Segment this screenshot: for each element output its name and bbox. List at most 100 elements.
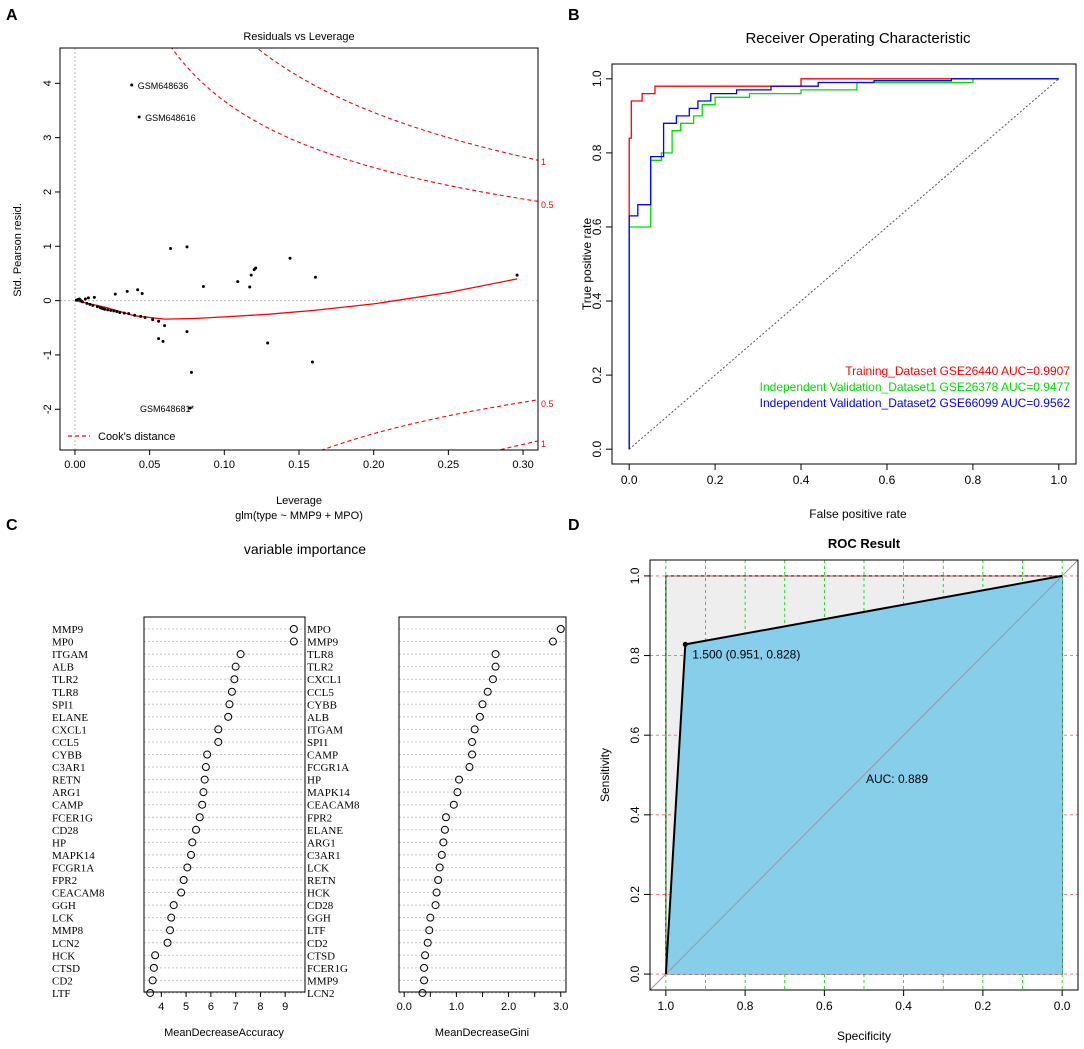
variable-label: ELANE — [52, 712, 88, 724]
data-point — [127, 312, 131, 316]
cook-label-0.5-top: 0.5 — [541, 200, 554, 210]
data-point — [80, 300, 84, 304]
legend-cooks-distance-label: Cook's distance — [98, 431, 175, 443]
variable-label: LTF — [52, 988, 71, 1000]
variable-label: TLR2 — [307, 662, 333, 674]
data-point — [185, 330, 189, 334]
importance-point — [437, 850, 446, 859]
x-tick-label: 0.00 — [64, 459, 85, 471]
threshold-label: 1.500 (0.951, 0.828) — [692, 647, 800, 661]
variable-label: C3AR1 — [52, 762, 86, 774]
data-point — [157, 319, 161, 323]
panel-c-gini-plot: MPOMMP9TLR8TLR2CXCL1CCL5CYBBALBITGAMSPI1… — [307, 616, 568, 1013]
data-point — [254, 266, 258, 270]
variable-label: LCK — [307, 862, 329, 874]
data-point — [106, 308, 110, 312]
cook-curve-1 — [171, 48, 538, 202]
importance-point — [453, 788, 462, 797]
roc-series-3 — [628, 78, 1059, 450]
auc-label: AUC: 0.889 — [866, 772, 928, 786]
data-point — [515, 273, 519, 277]
panel-b: Receiver Operating Characteristic 0.00.0… — [580, 30, 1077, 521]
y-tick-label: -2 — [42, 404, 54, 414]
x-tick-label: 0.8 — [965, 473, 982, 487]
y-tick-label: 1 — [42, 243, 54, 249]
importance-point — [423, 938, 432, 947]
roc-series-2 — [628, 78, 1059, 450]
data-point — [83, 297, 87, 301]
data-point — [112, 309, 116, 313]
x-tick-label: 4 — [158, 1001, 164, 1013]
data-point — [86, 296, 90, 300]
x-tick-label: 0.4 — [895, 999, 912, 1013]
panel-b-xlabel: False positive rate — [809, 507, 907, 521]
panel-d-ylabel: Sensitivity — [598, 748, 612, 802]
y-tick-label: 0.6 — [628, 727, 642, 744]
importance-point — [440, 825, 449, 834]
variable-label: MP0 — [52, 637, 74, 649]
cook-label-1-top: 1 — [541, 157, 546, 167]
data-point — [109, 308, 113, 312]
variable-label: GGH — [307, 913, 331, 925]
variable-label: SPI1 — [307, 737, 328, 749]
variable-label: HCK — [52, 950, 75, 962]
importance-point — [177, 888, 186, 897]
legend-entry-1: Training_Dataset GSE26440 AUC=0.9907 — [845, 364, 1070, 378]
variable-label: RETN — [307, 875, 336, 887]
importance-point — [426, 913, 435, 922]
data-point — [139, 314, 143, 318]
variable-label: ALB — [52, 662, 74, 674]
data-point — [85, 301, 89, 305]
importance-point — [187, 850, 196, 859]
y-tick-label: 3 — [42, 135, 54, 141]
y-tick-label: -1 — [42, 350, 54, 360]
data-point — [118, 311, 122, 315]
data-point — [88, 302, 92, 306]
variable-label: TLR8 — [52, 687, 79, 699]
y-tick-label: 0.2 — [590, 366, 604, 383]
variable-label: CD28 — [307, 900, 334, 912]
variable-label: ITGAM — [52, 649, 88, 661]
data-point — [103, 307, 107, 311]
data-point — [169, 246, 173, 250]
importance-point — [224, 712, 233, 721]
cook-label-0.5-bottom: 0.5 — [541, 399, 554, 409]
data-point — [236, 280, 240, 284]
point-label-gsm648681: GSM648681* — [140, 404, 195, 414]
importance-point — [188, 838, 197, 847]
importance-point — [146, 988, 155, 997]
x-tick-label: 0.30 — [512, 459, 533, 471]
importance-point — [231, 662, 240, 671]
importance-point — [432, 888, 441, 897]
panel-c-xlabel-gini: MeanDecreaseGini — [435, 1027, 529, 1039]
data-point — [249, 273, 253, 277]
variable-label: ARG1 — [52, 787, 81, 799]
cook-curve-0 — [256, 48, 538, 161]
x-tick-label: 0.8 — [737, 999, 754, 1013]
importance-point — [556, 625, 565, 633]
y-tick-label: 0 — [42, 298, 54, 304]
panel-a-legend: Cook's distance — [68, 431, 175, 443]
variable-label: CTSD — [307, 950, 335, 962]
importance-point — [227, 687, 236, 696]
importance-point — [195, 813, 204, 822]
importance-point — [431, 901, 440, 910]
panel-b-legend: Training_Dataset GSE26440 AUC=0.9907 Inde… — [760, 364, 1071, 410]
importance-point — [192, 825, 201, 834]
dotplot-frame — [143, 616, 306, 993]
importance-point — [425, 926, 434, 935]
variable-label: TLR8 — [307, 649, 334, 661]
panel-a-xlabel: Leverage — [276, 495, 322, 507]
panel-letter-d: D — [568, 517, 580, 534]
data-point — [185, 245, 189, 249]
panel-a-smooth — [74, 278, 518, 320]
x-tick-label: 1.0 — [1050, 473, 1067, 487]
x-tick-label: 8 — [257, 1001, 263, 1013]
variable-label: CYBB — [307, 699, 337, 711]
plot-frame — [649, 559, 1079, 991]
variable-label: FCER1G — [52, 812, 93, 824]
data-point — [151, 318, 155, 322]
importance-point — [203, 750, 212, 759]
data-point — [95, 305, 99, 309]
variable-label: C3AR1 — [307, 850, 341, 862]
